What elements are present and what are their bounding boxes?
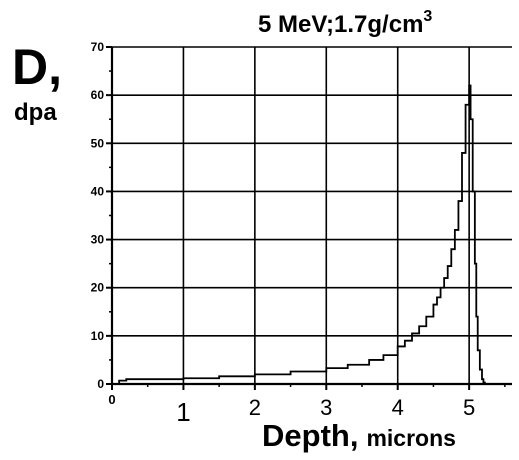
y-tick-label-10: 10	[91, 329, 105, 343]
axes	[110, 47, 512, 386]
grid	[112, 46, 512, 384]
x-tick-label-4: 4	[392, 395, 404, 420]
x-tick-label-0: 0	[108, 392, 115, 407]
chart-title-superscript: 3	[423, 8, 432, 25]
chart-title: 5 MeV;1.7g/cm3	[258, 8, 432, 38]
tick-labels: 0 10 20 30 40 50 60 70 0 1 2 3 4 5	[91, 40, 476, 427]
y-tick-label-30: 30	[91, 233, 105, 247]
series-line-0	[112, 84, 486, 385]
x-tick-label-5: 5	[463, 395, 475, 420]
ticks	[106, 46, 506, 390]
y-tick-label-20: 20	[91, 281, 105, 295]
y-axis-label: D,	[12, 39, 62, 95]
x-tick-label-1: 1	[176, 397, 190, 427]
chart-title-text: 5 MeV;1.7g/cm	[258, 11, 423, 38]
series	[112, 84, 486, 385]
y-tick-label-70: 70	[91, 40, 105, 54]
x-axis-label-text: Depth,	[262, 418, 358, 453]
x-axis-label: Depth, microns	[262, 418, 456, 453]
x-tick-label-2: 2	[249, 395, 261, 420]
x-tick-label-3: 3	[320, 395, 332, 420]
y-tick-label-0: 0	[97, 377, 104, 391]
y-tick-label-40: 40	[91, 184, 105, 198]
y-axis-unit: dpa	[14, 99, 57, 126]
y-tick-label-60: 60	[91, 88, 105, 102]
y-tick-label-50: 50	[91, 136, 105, 150]
x-axis-unit: microns	[366, 425, 455, 451]
